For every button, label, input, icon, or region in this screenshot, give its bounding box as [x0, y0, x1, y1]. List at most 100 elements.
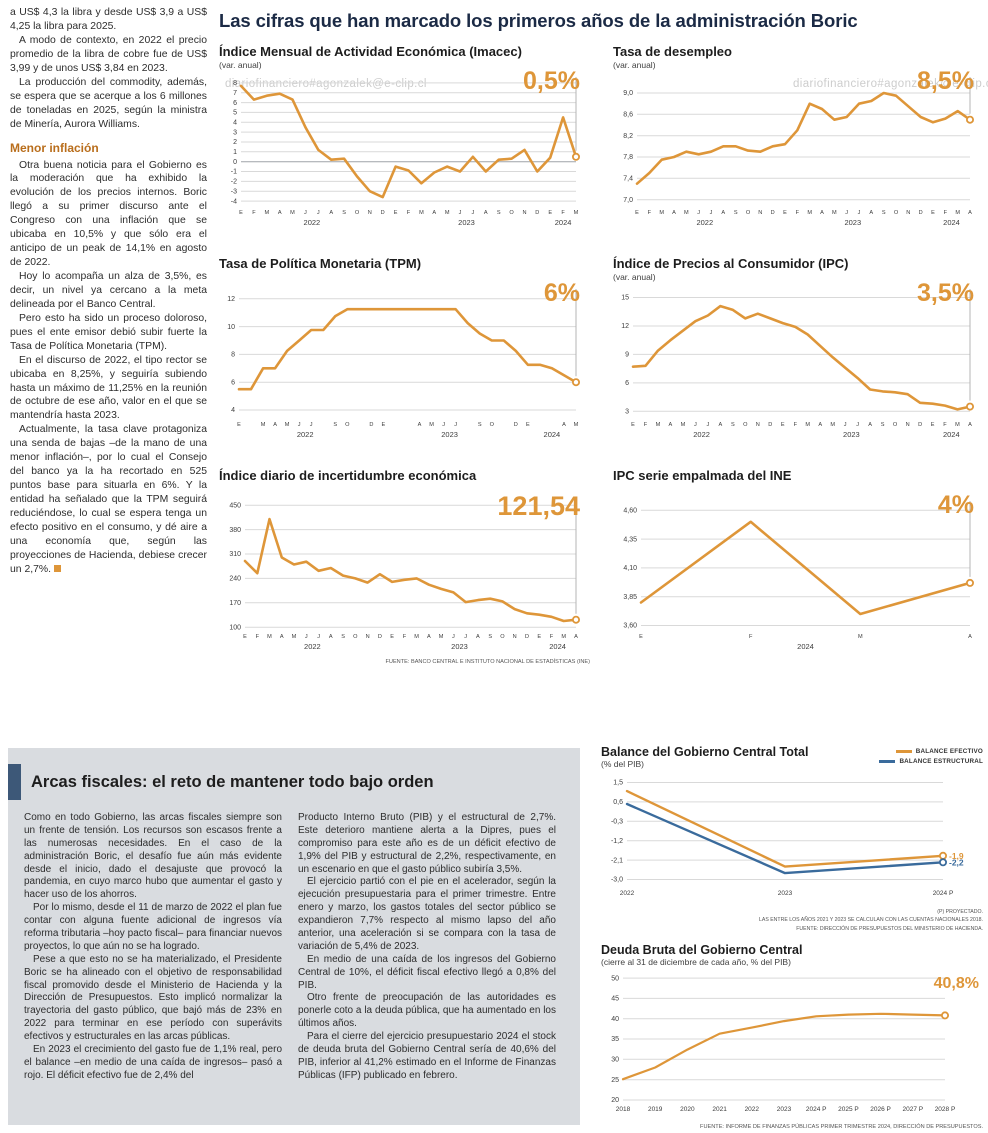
svg-text:0: 0	[233, 159, 237, 166]
chart-title: Deuda Bruta del Gobierno Central	[601, 942, 803, 957]
svg-text:170: 170	[229, 600, 241, 607]
article-paragraph: En el discurso de 2022, el tipo rector s…	[10, 354, 207, 422]
fiscal-paragraph: En medio de una caída de los ingresos de…	[298, 953, 556, 991]
svg-text:E: E	[931, 422, 935, 428]
article-column: a US$ 4,3 la libra y desde US$ 3,9 a US$…	[10, 6, 207, 577]
svg-text:2023: 2023	[451, 642, 468, 651]
legend-label: BALANCE ESTRUCTURAL	[899, 758, 983, 765]
svg-text:D: D	[369, 422, 373, 428]
svg-text:E: E	[537, 634, 541, 640]
svg-text:E: E	[931, 210, 935, 216]
svg-text:-1,2: -1,2	[611, 838, 623, 845]
svg-text:N: N	[368, 210, 372, 216]
svg-text:M: M	[429, 422, 434, 428]
svg-text:7: 7	[233, 90, 237, 97]
svg-text:6: 6	[625, 380, 629, 387]
fiscal-header: Arcas fiscales: el reto de mantener todo…	[8, 764, 560, 800]
svg-text:10: 10	[227, 324, 235, 331]
svg-text:3,60: 3,60	[623, 623, 637, 630]
svg-text:M: M	[264, 210, 269, 216]
svg-text:D: D	[768, 422, 772, 428]
svg-text:D: D	[919, 210, 923, 216]
svg-text:5: 5	[233, 110, 237, 117]
svg-text:S: S	[734, 210, 738, 216]
svg-text:N: N	[522, 210, 526, 216]
svg-text:2027 P: 2027 P	[902, 1106, 923, 1113]
svg-text:50: 50	[611, 975, 619, 982]
svg-text:2022: 2022	[304, 218, 321, 227]
article-paragraph: Hoy lo acompaña un alza de 3,5%, es deci…	[10, 271, 207, 310]
chart-title: Índice diario de incertidumbre económica	[219, 468, 477, 483]
svg-text:J: J	[707, 422, 710, 428]
svg-text:M: M	[858, 634, 863, 640]
svg-text:2023: 2023	[843, 430, 860, 439]
chart-card-desempleo: Tasa de desempleo (var. anual) 8,5% 9,0 8…	[613, 44, 984, 234]
fiscal-section: Arcas fiscales: el reto de mantener todo…	[8, 748, 580, 1125]
svg-text:J: J	[845, 210, 848, 216]
chart-subtitle: (var. anual)	[613, 60, 656, 70]
article-end-marker-icon	[54, 564, 62, 572]
svg-text:N: N	[756, 422, 760, 428]
svg-text:F: F	[796, 210, 800, 216]
chart-title: Índice de Precios al Consumidor (IPC)	[613, 256, 849, 271]
chart-area: 121,54 450 380 310 240 170 100 E F M A M J J A S O N D E F M…	[219, 493, 590, 658]
article-paragraph: Pero esto ha sido un proceso doloroso, p…	[10, 312, 207, 352]
svg-text:S: S	[333, 422, 337, 428]
svg-text:-4: -4	[231, 198, 237, 205]
svg-text:12: 12	[621, 323, 629, 330]
svg-text:M: M	[832, 210, 837, 216]
legend-item: BALANCE EFECTIVO	[879, 748, 983, 755]
svg-text:6: 6	[231, 379, 235, 386]
svg-text:O: O	[353, 634, 358, 640]
latest-value-label: 4%	[937, 491, 974, 519]
chart-title: Índice Mensual de Actividad Económica (I…	[219, 44, 522, 59]
source-note: FUENTE: INFORME DE FINANZAS PÚBLICAS PRI…	[700, 1123, 983, 1130]
svg-text:12: 12	[227, 296, 235, 303]
svg-text:J: J	[459, 210, 462, 216]
svg-text:N: N	[366, 634, 370, 640]
svg-text:2025 P: 2025 P	[838, 1106, 859, 1113]
svg-text:O: O	[893, 422, 898, 428]
legend-swatch-efectivo	[895, 750, 912, 753]
svg-text:S: S	[731, 422, 735, 428]
svg-text:M: M	[574, 210, 579, 216]
chart-title: Tasa de desempleo	[613, 44, 732, 59]
chart-title: IPC serie empalmada del INE	[613, 468, 792, 483]
balance-chart-header: Balance del Gobierno Central Total (% de…	[601, 745, 983, 770]
chart-card-ipc: Índice de Precios al Consumidor (IPC) (v…	[613, 256, 984, 446]
svg-text:2024: 2024	[544, 430, 561, 439]
svg-text:6: 6	[233, 100, 237, 107]
svg-text:3: 3	[233, 129, 237, 136]
svg-text:-2,1: -2,1	[611, 857, 623, 864]
svg-text:M: M	[656, 422, 661, 428]
svg-text:2021: 2021	[712, 1106, 727, 1113]
fiscal-paragraph: Para el cierre del ejercicio presupuesta…	[298, 1031, 556, 1081]
svg-text:F: F	[407, 210, 411, 216]
svg-text:M: M	[681, 422, 686, 428]
chart-card-imacec: Índice Mensual de Actividad Económica (I…	[219, 44, 590, 234]
legend-label: BALANCE EFECTIVO	[915, 748, 983, 755]
legend-swatch-estructural	[879, 760, 896, 763]
svg-text:310: 310	[229, 551, 241, 558]
svg-text:25: 25	[611, 1077, 619, 1084]
svg-text:A: A	[721, 210, 725, 216]
svg-text:E: E	[382, 422, 386, 428]
svg-text:D: D	[514, 422, 518, 428]
svg-text:A: A	[818, 422, 822, 428]
chart-area: 6% 12 10 8 6 4 E M A M J J S O D E A M J J S O D E A M 2022 2023 20…	[219, 281, 590, 446]
svg-text:O: O	[894, 210, 899, 216]
svg-text:O: O	[746, 210, 751, 216]
svg-text:-3,0: -3,0	[611, 877, 623, 884]
svg-text:-2,2: -2,2	[949, 857, 964, 867]
article-paragraph: A modo de contexto, en 2022 el precio pr…	[10, 34, 207, 74]
svg-text:M: M	[955, 210, 960, 216]
fiscal-paragraph: Por lo mismo, desde el 11 de marzo de 20…	[24, 902, 282, 952]
svg-text:E: E	[635, 210, 639, 216]
svg-text:9: 9	[625, 352, 629, 359]
svg-text:M: M	[290, 210, 295, 216]
chart-subtitle: (var. anual)	[613, 272, 656, 282]
svg-text:J: J	[697, 210, 700, 216]
svg-text:E: E	[631, 422, 635, 428]
ipc-ine-line-chart: 4,60 4,35 4,10 3,85 3,60E F M A 2024	[623, 501, 974, 651]
